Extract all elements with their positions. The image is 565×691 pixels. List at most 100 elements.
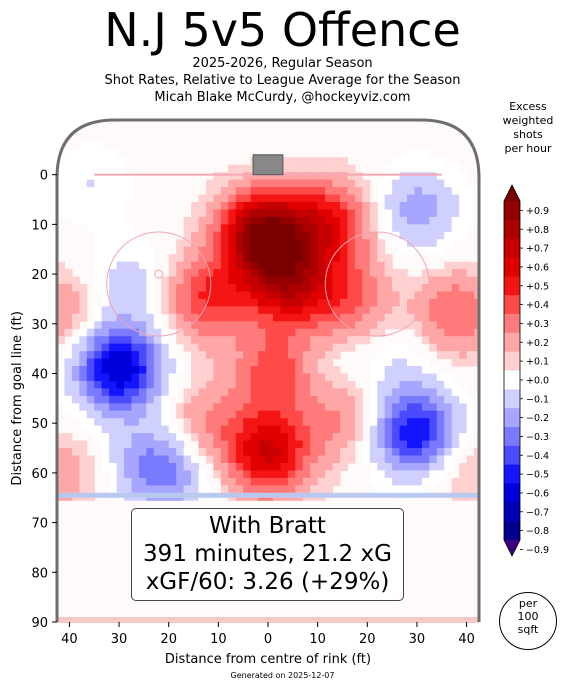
heat-cell [109,351,118,360]
heat-cell [205,388,214,397]
heat-cell [414,328,423,337]
heat-cell [421,179,430,188]
heat-cell [459,224,468,233]
heat-cell [459,179,468,188]
heat-cell [243,358,252,367]
heat-cell [213,298,222,307]
heat-cell [101,351,110,360]
heat-cell [339,395,349,404]
heat-cell [347,284,356,293]
heat-cell [414,194,423,203]
heat-cell [250,418,259,427]
heat-cell [265,187,274,196]
heat-cell [310,410,319,419]
heat-cell [243,246,252,255]
heat-cell [451,418,460,427]
heat-cell [161,433,170,442]
heat-cell [369,462,378,472]
heat-cell [146,313,155,322]
heat-cell [71,380,80,389]
heat-cell [243,410,252,419]
heat-cell [302,261,311,270]
heat-cell [205,276,214,285]
heat-cell [399,418,408,427]
heat-cell [161,351,170,360]
heat-cell [295,388,304,397]
heat-cell [339,313,349,322]
colorbar-bin [504,370,520,390]
heat-cell [265,485,274,494]
heat-cell [287,351,296,360]
heat-cell [421,477,430,486]
heat-cell [228,448,237,457]
heat-cell [116,470,125,479]
heat-cell [250,194,259,203]
heat-cell [317,388,326,397]
heat-cell [109,433,118,442]
heat-cell [86,366,95,375]
heat-cell [198,343,207,352]
heat-cell [101,239,110,248]
heat-cell [86,485,95,494]
heat-cell [258,418,267,427]
heat-cell [347,224,356,233]
heat-cell [94,321,103,330]
heat-cell [116,336,125,345]
heat-cell [228,224,237,233]
heat-cell [228,440,237,449]
heat-cell [161,343,170,352]
heat-cell [258,231,267,240]
heat-cell [101,202,110,211]
heat-cell [79,187,88,196]
heat-cell [310,284,319,293]
heat-cell [250,269,259,278]
heat-cell [444,373,453,382]
y-tick-label: 60 [31,467,48,482]
heat-cell [339,336,349,345]
heat-cell [161,470,170,479]
annotation-xgf: xGF/60: 3.26 (+29%) [145,569,390,595]
heat-cell [451,224,460,233]
heat-cell [459,216,468,225]
heat-cell [429,418,438,427]
heat-cell [57,164,66,173]
heat-cell [116,448,125,457]
heat-cell [287,157,296,166]
heat-cell [399,351,408,360]
heat-cell [146,395,155,404]
heat-cell [94,328,103,337]
heat-cell [109,373,118,382]
heat-cell [362,254,371,263]
heat-cell [436,172,445,181]
heat-cell [138,298,147,307]
heat-cell [220,321,229,330]
heat-cell [369,216,378,225]
heat-cell [213,455,222,464]
heat-cell [109,246,118,255]
heat-cell [205,380,214,389]
heat-cell [407,433,416,442]
y-axis-label: Distance from goal line (ft) [10,311,25,485]
heat-cell [258,477,267,486]
heat-cell [71,313,80,322]
heat-cell [287,343,296,352]
heat-cell [131,239,140,248]
heat-cell [213,224,222,233]
heat-cell [384,477,393,486]
heat-cell [436,306,445,315]
heat-cell [198,485,207,494]
heat-cell [213,291,222,300]
colorbar-tick-label: −0.3 [526,432,549,443]
heat-cell [451,448,460,457]
heat-cell [414,149,423,158]
heat-cell [436,351,445,360]
heat-cell [228,269,237,278]
heat-cell [444,291,453,300]
colorbar-tick-label: +0.2 [526,338,549,349]
heat-cell [421,306,430,315]
heat-cell [243,328,252,337]
heat-cell [429,202,438,211]
heat-cell [191,306,200,315]
heat-cell [243,388,252,397]
heat-cell [354,254,363,263]
